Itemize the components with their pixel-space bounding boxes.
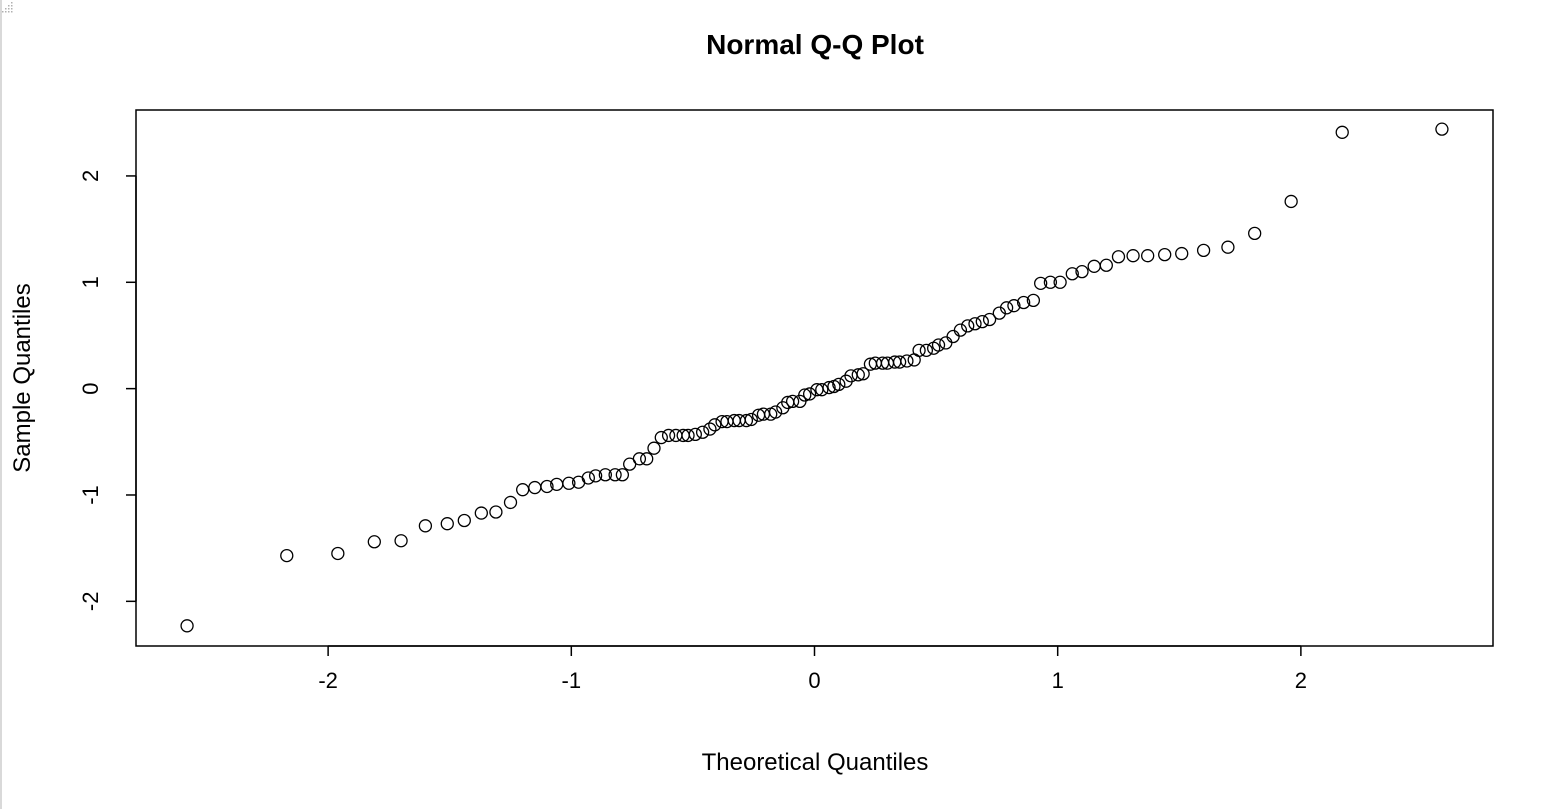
data-point	[489, 505, 503, 519]
x-tick-label: -2	[318, 668, 338, 693]
data-points	[180, 122, 1449, 633]
resize-grip-icon[interactable]	[0, 0, 14, 14]
data-point	[688, 427, 702, 442]
data-point	[802, 387, 817, 401]
data-point	[394, 534, 408, 548]
data-point	[1043, 275, 1058, 289]
data-point	[581, 471, 595, 485]
data-point	[822, 380, 836, 395]
data-point	[1065, 267, 1079, 281]
data-point	[1053, 275, 1067, 289]
data-point	[367, 535, 381, 549]
data-point	[968, 317, 982, 331]
data-point	[474, 506, 488, 520]
data-point	[640, 452, 654, 466]
data-point	[1111, 250, 1126, 264]
data-point	[1126, 249, 1140, 263]
data-point	[708, 418, 722, 432]
data-point	[608, 468, 622, 482]
x-axis: -2 -1 0 1 2	[318, 645, 1307, 693]
data-point	[919, 343, 934, 357]
data-point	[661, 428, 676, 443]
data-point	[900, 354, 914, 368]
data-point	[982, 312, 997, 327]
x-tick-label: 2	[1295, 668, 1307, 693]
data-point	[632, 452, 647, 466]
data-point	[832, 377, 846, 392]
data-point	[999, 301, 1014, 315]
x-tick-label: 1	[1052, 668, 1064, 693]
data-point	[588, 469, 603, 483]
data-point	[892, 355, 907, 369]
data-point	[1435, 122, 1449, 136]
data-point	[912, 343, 926, 357]
plot-title: Normal Q-Q Plot	[706, 29, 924, 60]
data-point	[598, 468, 613, 482]
data-point	[1284, 194, 1298, 209]
data-point	[815, 383, 829, 397]
data-point	[280, 548, 294, 563]
data-point	[669, 428, 683, 443]
y-tick-label: -2	[78, 592, 103, 612]
data-point	[1335, 125, 1349, 139]
window-left-border	[0, 0, 2, 809]
data-point	[540, 479, 554, 494]
data-point	[457, 513, 471, 528]
data-point	[1034, 276, 1048, 290]
data-point	[1007, 299, 1021, 313]
y-axis: -2 -1 0 1 2	[78, 170, 137, 612]
data-point	[1248, 226, 1262, 241]
data-point	[503, 495, 518, 510]
data-point	[654, 430, 668, 445]
y-tick-label: 1	[78, 276, 103, 288]
data-point	[744, 412, 758, 427]
data-point	[1221, 240, 1235, 254]
data-point	[615, 468, 630, 482]
data-point	[516, 483, 530, 497]
data-point	[856, 367, 870, 381]
data-point	[681, 428, 695, 443]
data-point	[1075, 265, 1089, 279]
data-point	[785, 394, 800, 409]
data-point	[1087, 259, 1101, 273]
data-point	[562, 476, 576, 490]
plot-frame	[135, 109, 1494, 647]
data-point	[768, 405, 783, 419]
data-point	[703, 422, 717, 436]
data-point	[528, 480, 542, 495]
data-point	[961, 319, 975, 333]
data-point	[1196, 243, 1211, 258]
data-point	[1026, 293, 1041, 308]
data-point	[180, 619, 194, 633]
data-point	[331, 546, 345, 561]
data-point	[798, 388, 812, 402]
data-point	[1099, 258, 1113, 272]
data-point	[975, 314, 989, 329]
data-point	[851, 368, 865, 382]
y-axis-title: Sample Quantiles	[9, 283, 36, 472]
data-point	[931, 338, 946, 352]
data-point	[695, 425, 710, 439]
data-point	[1175, 246, 1189, 261]
y-tick-label: -1	[78, 485, 103, 505]
data-point	[1016, 295, 1031, 310]
data-point	[946, 329, 960, 344]
y-tick-label: 2	[78, 170, 103, 182]
data-point	[1141, 249, 1155, 263]
data-point	[739, 413, 754, 428]
x-axis-title: Theoretical Quantiles	[702, 749, 929, 776]
x-tick-label: 0	[808, 668, 820, 693]
y-tick-label: 0	[78, 383, 103, 395]
data-point	[647, 441, 661, 455]
data-point	[1158, 247, 1172, 262]
x-tick-label: -1	[562, 668, 582, 693]
data-point	[418, 519, 433, 533]
data-point	[440, 517, 454, 531]
data-point	[939, 336, 953, 350]
data-point	[953, 323, 968, 337]
